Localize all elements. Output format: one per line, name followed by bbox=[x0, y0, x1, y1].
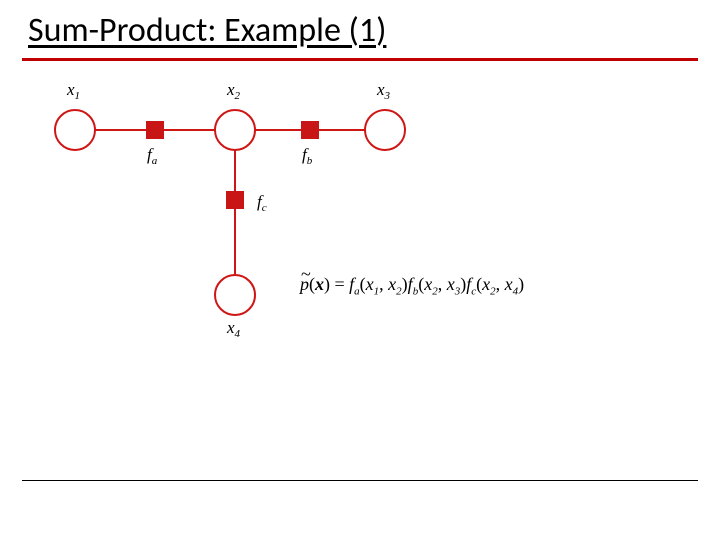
variable-node-x2 bbox=[215, 110, 255, 150]
node-label-fa: fa bbox=[147, 145, 158, 167]
variable-node-x3 bbox=[365, 110, 405, 150]
node-label-fc: fc bbox=[257, 192, 267, 214]
factor-node-fa bbox=[146, 121, 164, 139]
variable-node-x1 bbox=[55, 110, 95, 150]
factor-graph: x1 x2 x3 x4 fa fb fc bbox=[35, 80, 435, 340]
footer-rule bbox=[22, 480, 698, 481]
slide: Sum-Product: Example (1) x1x2x3x4fafbfc … bbox=[0, 0, 720, 540]
node-label-x1: x1 bbox=[66, 80, 80, 102]
node-label-fb: fb bbox=[302, 145, 313, 167]
formula: ~ p (x) = fa(x1, x2)fb(x2, x3)fc(x2, x4) bbox=[300, 274, 524, 298]
title-rule bbox=[22, 58, 698, 61]
node-label-x3: x3 bbox=[376, 80, 391, 102]
node-label-x4: x4 bbox=[226, 318, 241, 340]
slide-title: Sum-Product: Example (1) bbox=[28, 10, 386, 51]
node-label-x2: x2 bbox=[226, 80, 241, 102]
factor-node-fb bbox=[301, 121, 319, 139]
variable-node-x4 bbox=[215, 275, 255, 315]
factor-node-fc bbox=[226, 191, 244, 209]
